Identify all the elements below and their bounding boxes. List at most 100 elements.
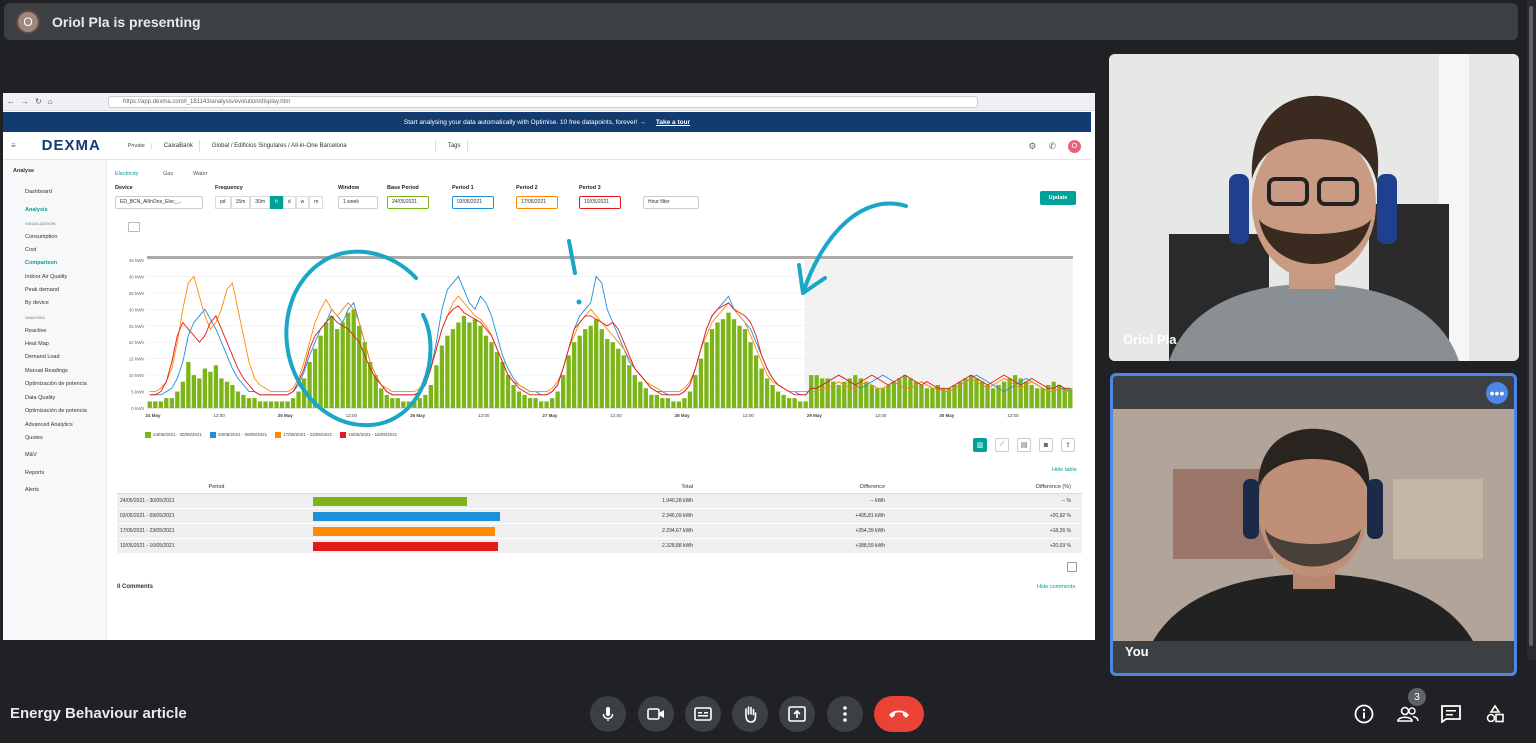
bar-0 — [775, 391, 781, 408]
bar-0 — [709, 329, 715, 408]
activities-button[interactable] — [1483, 702, 1507, 726]
bar-0 — [494, 352, 500, 408]
bar-0 — [946, 388, 952, 408]
bar-0 — [257, 401, 263, 408]
bar-0 — [594, 319, 599, 408]
more-options-button[interactable]: ••• — [1486, 382, 1508, 404]
bar-0 — [202, 368, 208, 408]
bar-0 — [572, 342, 577, 408]
bar-0 — [864, 381, 869, 408]
chat-button[interactable] — [1439, 702, 1463, 726]
bar-0 — [687, 391, 693, 408]
bar-0 — [169, 398, 174, 408]
bar-0 — [930, 388, 935, 408]
more-actions-button[interactable] — [827, 696, 863, 732]
leave-call-button[interactable] — [874, 696, 924, 732]
legend-label: 17/05/2021 - 23/05/2021 — [283, 432, 333, 438]
col-difference: Difference — [860, 484, 885, 490]
app-header: ≡ DEXMA Private CaixaBank Global / Edifi… — [3, 132, 1091, 160]
y-tick-label: 20 kWh — [129, 340, 145, 345]
bar-0 — [296, 391, 301, 408]
bar-0 — [373, 375, 378, 408]
back-icon: ← — [7, 97, 15, 106]
bar-0 — [197, 378, 202, 408]
present-button[interactable] — [779, 696, 815, 732]
bar-0 — [230, 384, 235, 408]
camera-button[interactable] — [638, 696, 674, 732]
bar-0 — [213, 365, 219, 408]
bar-0 — [412, 401, 417, 408]
bar-0 — [472, 319, 478, 408]
bar-0 — [643, 388, 648, 408]
bar-0 — [533, 398, 538, 408]
bar-0 — [478, 325, 483, 408]
captions-button[interactable] — [685, 696, 721, 732]
bar-0 — [1046, 384, 1051, 408]
bar-0 — [858, 378, 863, 408]
bar-0 — [632, 375, 637, 408]
bar-0 — [307, 361, 312, 408]
period3-input: 10/05/2021 — [579, 196, 621, 209]
sidebar-advanced-analytics: Advanced Analytics — [25, 422, 73, 428]
bar-0 — [1062, 388, 1067, 408]
bar-0 — [742, 329, 748, 408]
participant-name-you: You — [1125, 644, 1149, 659]
freq-w: w — [295, 196, 310, 209]
bar-0 — [957, 381, 963, 408]
cell-total: 2.294,67 kWh — [662, 528, 693, 534]
document-icon: ▤ — [1017, 438, 1031, 452]
legend-item: 24/05/2021 - 30/05/2021 — [145, 432, 202, 438]
update-button: Update — [1040, 191, 1076, 205]
x-tick-label: 27 May — [542, 413, 558, 418]
device-label: Device — [115, 185, 133, 191]
bar-0 — [1012, 375, 1018, 408]
forward-icon: → — [21, 97, 29, 106]
people-icon — [1397, 706, 1419, 722]
cell-period: 17/05/2021 - 23/05/2021 — [120, 528, 175, 534]
table-row: 24/05/2021 - 30/05/2021 1.940,28 kWh -- kW… — [117, 494, 1082, 509]
bar-0 — [880, 388, 885, 408]
participant-tile-oriol[interactable]: Oriol Pla — [1109, 54, 1519, 361]
bar-0 — [274, 401, 279, 408]
period2-label: Period 2 — [516, 185, 538, 191]
bar-0 — [875, 388, 880, 408]
participant-tile-you[interactable]: ••• You — [1110, 373, 1517, 676]
sidebar-cost: Cost — [25, 247, 37, 253]
bar-0 — [649, 394, 654, 408]
bar-0 — [831, 381, 836, 408]
app-sidebar: Analyse Dashboard Analysis VISUALIZATION… — [3, 160, 107, 640]
bar-0 — [268, 401, 274, 408]
people-button[interactable] — [1396, 702, 1420, 726]
raise-hand-button[interactable] — [732, 696, 768, 732]
captions-icon — [694, 707, 712, 721]
sidebar-alerts: Alerts — [25, 487, 40, 493]
bar-0 — [693, 375, 698, 408]
frequency-selector: pd 15m 30m h d w m — [215, 196, 324, 209]
x-tick-label: 12:00 — [478, 413, 490, 418]
bar-0 — [676, 401, 682, 408]
col-period: Period — [208, 484, 225, 490]
bar-0 — [555, 391, 560, 408]
meeting-details-button[interactable] — [1352, 702, 1376, 726]
x-tick-label: 29 May — [807, 413, 823, 418]
comparison-chart: 45 kWh 40 kWh 35 kWh 30 kWh 25 kWh 20 kWh 15 k… — [111, 248, 1073, 438]
type-water: Water — [193, 171, 208, 177]
x-tick-label: 12:00 — [214, 413, 226, 418]
bar-0 — [869, 384, 874, 408]
comments-title: 0 Comments — [117, 584, 154, 590]
bar-0 — [908, 378, 913, 408]
bar-0 — [671, 401, 676, 408]
bar-0 — [224, 381, 230, 408]
bar-0 — [560, 375, 566, 408]
sidebar-analyse: Analyse — [13, 168, 35, 174]
cell-total: 2.328,88 kWh — [662, 543, 693, 549]
base-period-label: Base Period — [387, 185, 419, 191]
series-line-2 — [149, 275, 1071, 393]
camera-icon: ◙ — [1039, 438, 1053, 452]
x-tick-label: 12:00 — [743, 413, 755, 418]
page-scrollbar[interactable] — [1527, 0, 1536, 660]
bar-0 — [516, 391, 522, 408]
bar-0 — [538, 401, 544, 408]
sidebar-by-device: By device — [25, 300, 49, 306]
microphone-button[interactable] — [590, 696, 626, 732]
